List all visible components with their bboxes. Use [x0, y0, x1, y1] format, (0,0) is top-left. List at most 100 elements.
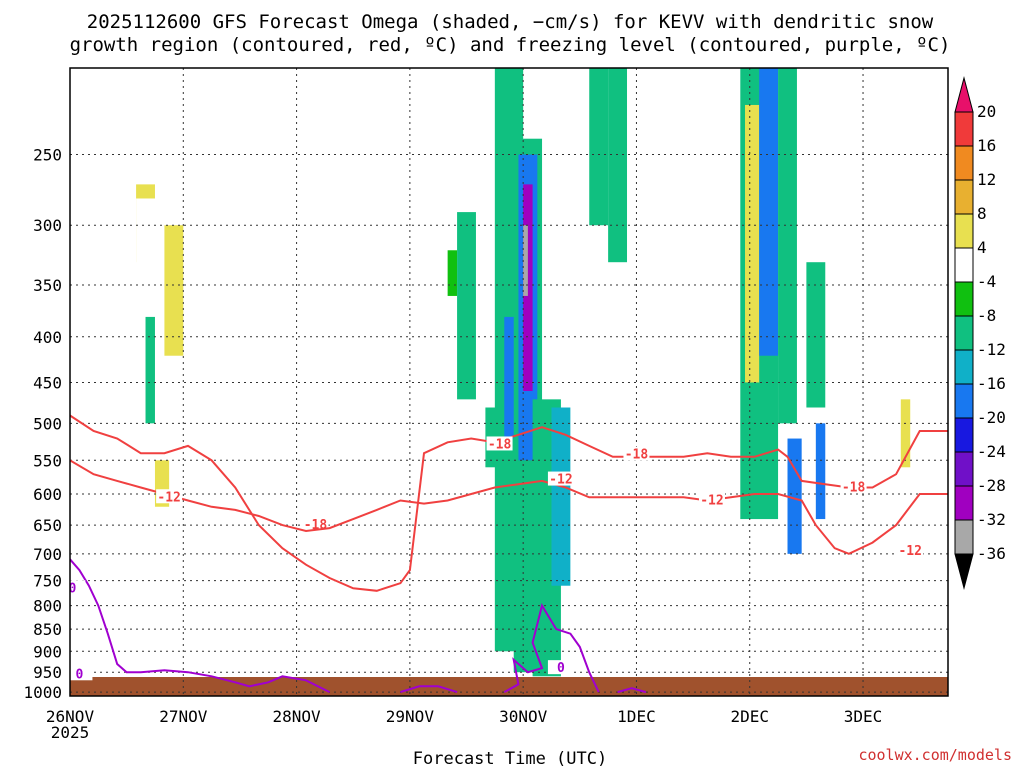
x-tick-3dec: 3DEC [844, 707, 883, 726]
y-tick-900: 900 [33, 642, 62, 661]
y-tick-950: 950 [33, 663, 62, 682]
y-tick-250: 250 [33, 146, 62, 165]
x-tick-2dec: 2DEC [730, 707, 769, 726]
omega-cell-6 [202, 68, 212, 263]
omega-cell-14 [457, 212, 476, 400]
y-tick-850: 850 [33, 620, 62, 639]
colorbar-label-1: 16 [977, 136, 996, 155]
ground-surface [70, 677, 948, 696]
y-tick-650: 650 [33, 516, 62, 535]
omega-cell-26 [655, 225, 665, 296]
omega-cell-5 [145, 316, 155, 424]
contour-label-bg-0-2 [623, 446, 650, 461]
y-axis-ticks: 250 300 350 400 450 500 550 600 650 700 750 800 850 9… [23, 146, 62, 703]
contour-label-0-2: -18 [625, 448, 649, 463]
colorbar-top-arrow [954, 76, 974, 113]
x-tick-29nov: 29NOV [386, 707, 435, 726]
colorbar-swatch-7 [954, 315, 974, 351]
colorbar-label-3: 8 [977, 204, 987, 223]
colorbar-label-11: -28 [977, 476, 1006, 495]
y-tick-550: 550 [33, 451, 62, 470]
omega-cell-11 [353, 512, 368, 586]
colorbar-swatch-3 [954, 179, 974, 215]
y-tick-1000: 1000 [23, 683, 62, 702]
colorbar-label-5: -4 [977, 272, 996, 291]
colorbar-label-7: -12 [977, 340, 1006, 359]
omega-cell-9 [315, 169, 335, 274]
x-tick-1dec: 1DEC [617, 707, 656, 726]
omega-cell-10 [362, 104, 382, 356]
omega-cell-30 [759, 68, 779, 356]
credit-text: coolwx.com/models [858, 746, 1012, 764]
colorbar-swatch-10 [954, 417, 974, 453]
colorbar-label-2: 12 [977, 170, 996, 189]
y-tick-400: 400 [33, 328, 62, 347]
contour-label-0-1: -18 [488, 437, 512, 452]
contour-label-2-0: 0 [68, 581, 76, 596]
contour-label-bg-2-2 [547, 660, 574, 675]
omega-cell-23 [551, 407, 571, 586]
omega-cell-24 [589, 68, 609, 226]
contour-label-bg-1-2 [698, 492, 725, 507]
contour-label-1-0: -12 [157, 490, 180, 505]
contour-label-1-2: -12 [700, 493, 723, 508]
omega-cell-38 [900, 399, 911, 468]
contour-label-1-3: -12 [898, 544, 921, 559]
contour-label-bg-2-1 [70, 666, 93, 681]
omega-cell-25 [608, 68, 628, 263]
colorbar-label-4: 4 [977, 238, 987, 257]
y-tick-350: 350 [33, 276, 62, 295]
omega-cell-8 [277, 355, 288, 408]
x-tick-30nov: 30NOV [499, 707, 548, 726]
omega-cell-7 [225, 262, 236, 356]
colorbar-swatch-1 [954, 111, 974, 147]
colorbar-swatch-5 [954, 247, 974, 283]
omega-cell-21 [523, 225, 528, 296]
omega-cell-33 [806, 262, 826, 408]
y-tick-450: 450 [33, 373, 62, 392]
contour-label-2-2: 0 [557, 661, 565, 676]
contour-label-bg-1-0 [156, 489, 183, 504]
colorbar-swatch-13 [954, 519, 974, 555]
y-tick-750: 750 [33, 572, 62, 591]
grid-lines [69, 68, 948, 696]
contour-2 [70, 558, 331, 693]
plot-frame [69, 67, 949, 697]
y-tick-700: 700 [33, 545, 62, 564]
x-tick-28nov: 28NOV [272, 707, 321, 726]
contour-label-bg-0-3 [840, 479, 867, 494]
contour-4 [503, 603, 600, 693]
x-axis-label: Forecast Time (UTC) [413, 749, 607, 768]
omega-cell-12 [400, 68, 429, 274]
contour-label-2-1: 0 [76, 667, 84, 682]
contour-label-0-3: -18 [842, 481, 866, 496]
contour-label-bg-2-0 [70, 580, 86, 595]
y-tick-600: 600 [33, 485, 62, 504]
contour-label-bg-1-3 [897, 543, 924, 558]
colorbar-label-13: -36 [977, 544, 1006, 563]
colorbar-swatch-6 [954, 281, 974, 317]
colorbar-swatch-11 [954, 451, 974, 487]
colorbar-label-0: 20 [977, 102, 996, 121]
contour-label-bg-0-0 [302, 517, 329, 532]
y-tick-800: 800 [33, 597, 62, 616]
contour-label-bg-1-1 [547, 471, 574, 486]
contour-label-1-1: -12 [549, 473, 572, 488]
colorbar-bottom-arrow [954, 553, 974, 590]
omega-cell-36 [872, 225, 892, 424]
y-tick-300: 300 [33, 216, 62, 235]
omega-cell-29 [745, 104, 760, 383]
contour-1 [70, 459, 948, 555]
colorbar-swatch-4 [954, 213, 974, 249]
omega-cell-27 [702, 104, 731, 226]
colorbar-swatch-2 [954, 145, 974, 181]
colorbar-label-8: -16 [977, 374, 1006, 393]
colorbar-swatch-9 [954, 383, 974, 419]
colorbar-swatch-12 [954, 485, 974, 521]
y-tick-500: 500 [33, 414, 62, 433]
colorbar-label-10: -24 [977, 442, 1006, 461]
colorbar: 20 16 12 8 4 -4 -8 -12 -16 -20 -24 -28 -32 -36 [954, 76, 1006, 590]
x-tick-year: 2025 [51, 723, 90, 742]
